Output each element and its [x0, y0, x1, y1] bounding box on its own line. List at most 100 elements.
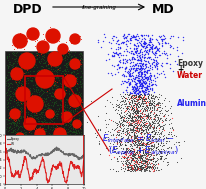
Point — [143, 161, 146, 164]
Point — [130, 128, 134, 131]
Point — [78, 34, 82, 37]
Point — [121, 53, 124, 56]
Circle shape — [35, 129, 45, 139]
Point — [60, 113, 64, 116]
Point — [162, 158, 165, 161]
Point — [39, 122, 43, 125]
Circle shape — [70, 34, 80, 44]
Point — [139, 119, 142, 122]
Point — [68, 122, 71, 125]
Point — [26, 70, 29, 73]
Point — [18, 136, 21, 139]
Point — [146, 125, 149, 128]
Point — [62, 82, 66, 85]
Point — [6, 77, 9, 80]
Point — [145, 122, 148, 125]
Point — [139, 84, 142, 88]
Point — [40, 51, 44, 54]
Point — [137, 117, 140, 120]
Point — [22, 99, 26, 102]
Point — [147, 166, 150, 169]
Point — [128, 128, 131, 131]
Point — [63, 101, 66, 104]
Point — [131, 153, 134, 156]
Point — [140, 95, 144, 98]
Point — [114, 169, 117, 172]
Point — [23, 133, 26, 136]
Point — [21, 154, 24, 157]
Point — [158, 156, 162, 159]
Point — [163, 42, 166, 45]
Point — [152, 115, 155, 118]
Point — [133, 118, 136, 121]
Point — [139, 72, 142, 75]
Point — [53, 82, 57, 85]
Point — [132, 90, 136, 93]
Point — [156, 131, 159, 134]
Point — [130, 113, 133, 116]
Point — [109, 158, 112, 161]
Point — [58, 87, 61, 90]
Point — [142, 166, 145, 169]
Point — [63, 123, 67, 126]
Point — [53, 73, 56, 76]
Point — [135, 104, 139, 107]
Point — [20, 70, 24, 73]
Point — [130, 167, 133, 170]
Point — [58, 122, 61, 125]
Point — [44, 48, 47, 51]
Point — [60, 50, 63, 53]
Point — [127, 152, 131, 155]
Point — [135, 130, 139, 133]
Point — [8, 74, 12, 77]
Point — [13, 109, 16, 112]
Point — [133, 121, 136, 124]
Point — [31, 100, 34, 103]
Point — [18, 70, 21, 73]
Point — [75, 104, 78, 107]
Point — [46, 73, 49, 76]
Point — [142, 98, 145, 101]
Point — [14, 82, 17, 85]
Point — [61, 94, 64, 97]
Point — [20, 94, 23, 98]
Point — [29, 52, 32, 55]
Point — [16, 130, 20, 133]
Point — [124, 162, 127, 165]
Point — [148, 36, 151, 39]
Point — [153, 119, 156, 122]
Point — [146, 94, 150, 97]
Point — [119, 83, 122, 86]
Point — [139, 116, 142, 119]
Point — [31, 58, 34, 61]
Point — [29, 146, 33, 149]
Point — [158, 154, 162, 157]
Point — [17, 104, 20, 107]
Point — [119, 41, 122, 44]
Point — [115, 133, 118, 136]
Point — [39, 101, 42, 104]
Point — [126, 71, 129, 74]
Point — [37, 137, 40, 140]
Point — [130, 139, 133, 142]
Point — [147, 161, 150, 164]
Point — [125, 157, 128, 160]
Point — [16, 85, 20, 88]
Point — [60, 104, 63, 107]
Point — [137, 165, 141, 168]
Point — [119, 110, 122, 113]
Point — [132, 116, 135, 119]
Point — [139, 153, 143, 156]
Point — [134, 165, 138, 168]
Point — [149, 148, 153, 151]
Point — [133, 152, 137, 155]
Point — [155, 75, 158, 78]
Point — [152, 75, 155, 78]
Point — [111, 34, 115, 37]
Point — [14, 89, 17, 92]
Point — [141, 58, 145, 61]
Point — [72, 116, 75, 119]
Point — [157, 157, 160, 160]
Point — [129, 51, 132, 54]
Point — [68, 125, 71, 128]
